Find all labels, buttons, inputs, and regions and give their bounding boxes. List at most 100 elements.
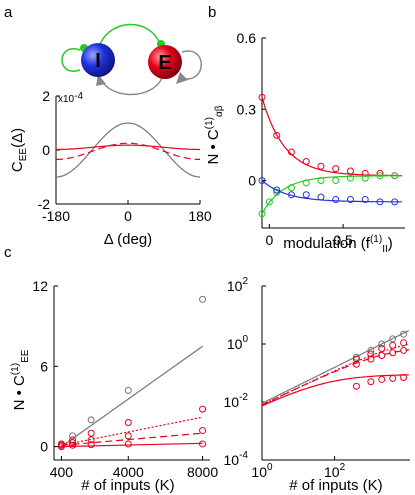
panel-c-linear-xtick-1-label: 4000 (113, 464, 144, 480)
panel-c-log-series-3-point-0 (352, 382, 360, 390)
excitatory-arrowhead-bottom (96, 74, 106, 86)
panel-a-ytick-0-label: -2 (38, 196, 51, 212)
panel-b-series-0-point-6 (346, 167, 354, 175)
panel-b-xtick-0-label: 0 (265, 232, 273, 248)
panel-c-log-series-2-point-0 (352, 360, 360, 368)
panel-b-series-0-fit (261, 97, 403, 177)
panel-c-linear-series-2-point-2 (87, 436, 95, 444)
panel-a-xlabel: Δ (deg) (104, 231, 152, 248)
panel-c-linear-series-2-fit (61, 432, 203, 446)
panel-b-series-2-point-5 (332, 196, 340, 203)
panel-b-series-0-point-2 (287, 148, 295, 156)
panel-c-log-series-2-point-1 (367, 355, 375, 363)
panel-c-linear-series-0-point-1 (69, 432, 77, 440)
panel-c-log-series-1-point-2 (378, 344, 386, 352)
panel-b-series-1-point-1 (265, 198, 273, 206)
panel-c-log-series-3-fit (261, 374, 409, 407)
panel-b-ytick-0-label: 0 (248, 173, 256, 189)
panel-b-xtick-1-label: 0.5 (333, 232, 353, 248)
panel-b-series-2-point-0 (258, 177, 266, 184)
panel-a-xtick-0-label: -180 (42, 208, 70, 224)
panel-c-linear-xlabel: # of inputs (K) (81, 477, 174, 494)
panel-c-log-series-1-point-1 (367, 350, 375, 358)
panel-b-series-1-point-5 (317, 177, 325, 184)
panel-c-linear-series-1-point-3 (124, 419, 132, 427)
panel-b-series-1-point-6 (332, 177, 340, 184)
panel-c-linear-series-1-point-4 (199, 405, 207, 413)
panel-b-series-1-point-9 (376, 172, 384, 180)
panel-c-linear-series-1-point-2 (87, 429, 95, 437)
panel-c-linear-series-3-point-1 (69, 441, 77, 449)
panel-a-series-2-line (56, 142, 200, 160)
e-self-loop (179, 50, 202, 80)
panel-a-ytick-2-label: 2 (42, 88, 50, 104)
excitatory-label: E (158, 52, 171, 74)
panel-c-linear-series-0-point-4 (199, 295, 207, 303)
panel-c-linear-series-2-point-3 (124, 432, 132, 440)
inhibitory-label: I (95, 50, 101, 72)
i-self-loop (61, 48, 81, 72)
panel-b-series-1-point-8 (361, 174, 369, 182)
panel-b-chart: 0 0.5 0 0.3 0.6 N • C(1)αβ modulation (f(1)I… (204, 30, 405, 255)
panel-c-linear-series-0-point-3 (124, 386, 132, 394)
panel-b-series-1-point-10 (391, 172, 399, 180)
panel-c-linear-xtick-0-label: 400 (50, 464, 74, 480)
panel-a-series-1-line (56, 144, 200, 151)
panel-c-linear-series-0-point-2 (87, 416, 95, 424)
panel-c-linear-series-3-point-0 (57, 443, 65, 451)
panel-c-log-series-2-point-3 (389, 349, 397, 357)
panel-c-log-series-0-point-1 (367, 346, 375, 354)
panel-c-linear-series-2-point-4 (199, 427, 207, 435)
panel-c-log-ytick-0-label: 10-4 (224, 450, 249, 468)
panel-c-log-series-2-point-2 (378, 352, 386, 360)
panel-c-log-xtick-1-label: 102 (324, 462, 346, 480)
panel-b-series-0-point-5 (332, 165, 340, 173)
panel-c-linear-ylabel: N • C(1)EE (10, 349, 31, 410)
panel-a-ytick-1-label: 0 (42, 142, 50, 158)
panel-c-linear-ytick-0-label: 0 (40, 439, 48, 455)
panel-b-series-0-point-4 (317, 162, 325, 170)
panel-c-log-series-3-point-3 (389, 374, 397, 382)
panel-b-series-2-point-6 (346, 196, 354, 203)
panel-letter-a: a (4, 4, 13, 21)
panel-b-series-0-point-3 (302, 158, 310, 165)
panel-c-log-series-0-point-4 (400, 330, 408, 338)
panel-b-series-1-fit (261, 175, 403, 215)
panel-c-log-series-0-point-2 (378, 340, 386, 348)
panel-b-series-2-point-9 (391, 198, 399, 206)
panel-a-series-0-line (55, 122, 201, 178)
e-to-i-connection (99, 23, 161, 45)
panel-c-log-series-1-point-4 (400, 339, 408, 347)
panel-c-log-ytick-3-label: 102 (227, 276, 249, 294)
panel-b-series-2-point-7 (361, 196, 369, 203)
panel-c-log-series-3-point-4 (400, 373, 408, 381)
panel-b-ytick-2-label: 0.6 (237, 30, 257, 46)
panel-b-series-2-point-2 (287, 191, 295, 199)
panel-b-series-1-point-7 (346, 174, 354, 182)
inhibitory-node (81, 43, 115, 77)
panel-a-axes-box (56, 96, 200, 204)
excitatory-arrowhead-self (176, 72, 188, 84)
panel-c-linear-series-3-point-2 (87, 441, 95, 449)
panel-c-linear-ytick-2-label: 12 (32, 278, 48, 294)
panel-a-xtick-1-label: 0 (124, 208, 132, 224)
panel-b-series-0-point-1 (273, 131, 281, 139)
panel-b-series-2-fit (261, 180, 403, 203)
panel-a-y-multiplier: x10-4 (58, 91, 83, 105)
panel-c-log-ytick-1-label: 10-2 (224, 392, 249, 410)
panel-b-series-2-point-1 (273, 186, 281, 194)
panel-c-log-series-1-fit (261, 343, 410, 406)
panel-b-ytick-1-label: 0.3 (237, 101, 257, 117)
panel-c-log-series-3-point-1 (367, 378, 375, 386)
panel-b-series-1-point-3 (287, 184, 295, 192)
panel-c-linear-chart: 400 4000 8000 0 6 12 N • C(1)EE # of inputs (… (10, 278, 218, 494)
panel-b-series-1-point-0 (258, 210, 266, 218)
panel-c-linear-series-0-fit (61, 345, 203, 448)
panel-b-series-2-point-4 (317, 193, 325, 201)
panel-c-log-series-0-fit (261, 329, 410, 404)
panel-b-ylabel: N • C(1)αβ (204, 105, 225, 164)
panel-b-xlabel: modulation (f(1)II) (283, 234, 393, 255)
panel-b-series-2-point-8 (376, 198, 384, 206)
panel-c-log-chart: 100 102 10-4 10-2 100 102 # of inputs (K) (224, 276, 410, 494)
